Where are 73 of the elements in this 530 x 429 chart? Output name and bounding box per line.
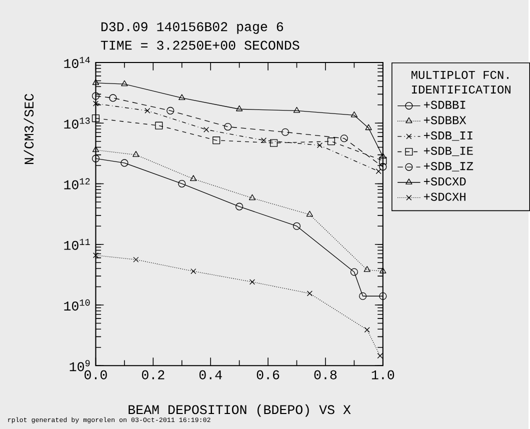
legend-title: MULTIPLOT FCN. IDENTIFICATION	[412, 70, 510, 94]
point	[359, 292, 367, 300]
point	[92, 100, 99, 106]
point	[327, 137, 336, 145]
point	[340, 134, 348, 142]
x-tick-label: 0.2	[142, 370, 164, 380]
x-tick-label: 0.6	[256, 370, 280, 380]
point	[350, 111, 358, 118]
point	[132, 150, 140, 157]
point	[133, 256, 139, 262]
point	[365, 124, 372, 130]
legend-label: +SDCXD	[424, 177, 466, 186]
point	[379, 162, 387, 170]
point	[204, 126, 210, 132]
legend-label: +SDBBI	[424, 100, 466, 109]
point	[380, 152, 386, 158]
point	[377, 352, 383, 358]
x-tick-label: 0.8	[314, 370, 337, 380]
point	[92, 154, 100, 162]
point	[92, 78, 100, 85]
x-tick-label: 0.0	[84, 370, 107, 380]
point	[92, 252, 99, 258]
chart-title: D3D.09 140156B02 page 6	[101, 22, 284, 34]
point	[190, 174, 197, 181]
point	[248, 194, 256, 200]
point	[178, 94, 186, 100]
point	[190, 268, 196, 274]
point	[109, 94, 117, 102]
point	[224, 122, 232, 130]
legend-label: +SDB_IE	[424, 146, 473, 156]
legend-label: +SDB_II	[424, 131, 472, 141]
point	[364, 326, 370, 332]
point	[92, 114, 100, 122]
point	[236, 105, 243, 111]
y-axis-title: N/CM3/SEC	[24, 94, 34, 164]
point	[260, 137, 267, 143]
point	[350, 268, 358, 276]
point	[306, 290, 312, 296]
point	[380, 267, 386, 274]
point	[249, 278, 256, 284]
point	[178, 180, 186, 188]
point	[379, 292, 387, 300]
point	[155, 122, 163, 130]
point	[120, 158, 128, 167]
point	[379, 156, 387, 164]
point	[281, 128, 290, 136]
y-tick-label: 10$^{10}$	[64, 299, 90, 310]
point	[293, 106, 300, 113]
point	[166, 106, 174, 114]
point	[292, 222, 301, 230]
y-tick-label: 10$^{13}$	[64, 117, 90, 128]
chart-subtitle: TIME = 3.2250E+00 SECONDS	[100, 40, 300, 50]
legend-label: +SDB_IZ	[424, 162, 474, 172]
y-tick-label: 10$^{12}$	[64, 178, 90, 190]
point	[270, 138, 278, 147]
x-axis-title: BEAM DEPOSITION (BDEPO) VS X	[128, 404, 351, 417]
y-tick-label: 10$^{14}$	[64, 56, 90, 68]
y-tick-label: 10$^{11}$	[64, 238, 90, 250]
point	[306, 210, 314, 216]
point	[121, 80, 128, 86]
point	[236, 202, 244, 210]
point	[92, 92, 100, 100]
point	[212, 136, 220, 144]
point	[316, 142, 323, 148]
point	[144, 108, 150, 114]
legend-label: +SDBBX	[424, 116, 466, 124]
point	[376, 168, 382, 174]
legend-label: +SDCXH	[424, 192, 466, 201]
x-tick-label: 0.4	[199, 370, 222, 380]
point	[364, 266, 370, 272]
x-tick-label: 1.0	[372, 370, 394, 380]
y-tick-label: 10$^{9}$	[70, 360, 90, 371]
point	[92, 146, 100, 152]
